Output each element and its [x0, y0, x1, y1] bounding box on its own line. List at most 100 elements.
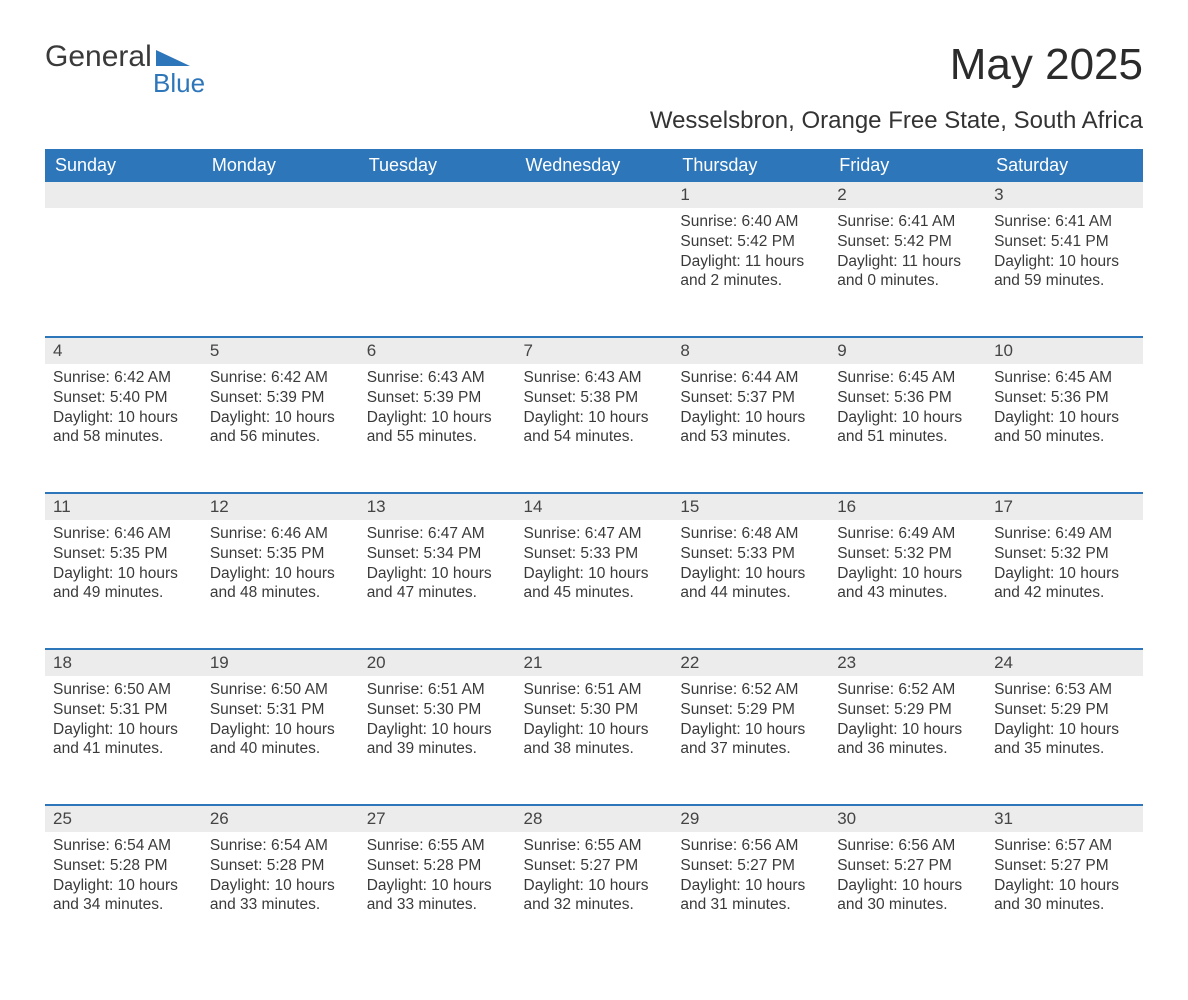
sunset-text: Sunset: 5:29 PM	[837, 700, 978, 720]
sunset-text: Sunset: 5:42 PM	[680, 232, 821, 252]
day-cell: Sunrise: 6:46 AMSunset: 5:35 PMDaylight:…	[202, 520, 359, 648]
day-number-cell: 30	[829, 804, 986, 832]
day-cell: Sunrise: 6:49 AMSunset: 5:32 PMDaylight:…	[829, 520, 986, 648]
day-cell: Sunrise: 6:43 AMSunset: 5:38 PMDaylight:…	[516, 364, 673, 492]
daylight-text: Daylight: 10 hours and 35 minutes.	[994, 720, 1135, 760]
day-cell: Sunrise: 6:45 AMSunset: 5:36 PMDaylight:…	[829, 364, 986, 492]
day-number-cell: 23	[829, 648, 986, 676]
sunrise-text: Sunrise: 6:53 AM	[994, 680, 1135, 700]
sunset-text: Sunset: 5:31 PM	[53, 700, 194, 720]
sunrise-text: Sunrise: 6:45 AM	[994, 368, 1135, 388]
day-cell: Sunrise: 6:41 AMSunset: 5:42 PMDaylight:…	[829, 208, 986, 336]
day-number-cell: 9	[829, 336, 986, 364]
sunrise-text: Sunrise: 6:48 AM	[680, 524, 821, 544]
day-number-cell	[516, 182, 673, 208]
day-number-cell: 6	[359, 336, 516, 364]
sunrise-text: Sunrise: 6:56 AM	[680, 836, 821, 856]
day-number-cell: 8	[672, 336, 829, 364]
daylight-text: Daylight: 10 hours and 34 minutes.	[53, 876, 194, 916]
day-cell: Sunrise: 6:56 AMSunset: 5:27 PMDaylight:…	[672, 832, 829, 960]
daylight-text: Daylight: 10 hours and 53 minutes.	[680, 408, 821, 448]
day-cell: Sunrise: 6:52 AMSunset: 5:29 PMDaylight:…	[672, 676, 829, 804]
daylight-text: Daylight: 10 hours and 31 minutes.	[680, 876, 821, 916]
day-cell: Sunrise: 6:50 AMSunset: 5:31 PMDaylight:…	[45, 676, 202, 804]
day-cell: Sunrise: 6:51 AMSunset: 5:30 PMDaylight:…	[516, 676, 673, 804]
day-cell: Sunrise: 6:47 AMSunset: 5:33 PMDaylight:…	[516, 520, 673, 648]
day-number-cell: 17	[986, 492, 1143, 520]
sunrise-text: Sunrise: 6:43 AM	[367, 368, 508, 388]
daylight-text: Daylight: 10 hours and 54 minutes.	[524, 408, 665, 448]
sunset-text: Sunset: 5:30 PM	[524, 700, 665, 720]
sunrise-text: Sunrise: 6:45 AM	[837, 368, 978, 388]
daylight-text: Daylight: 10 hours and 37 minutes.	[680, 720, 821, 760]
day-number-cell: 7	[516, 336, 673, 364]
sunset-text: Sunset: 5:28 PM	[367, 856, 508, 876]
day-cell	[359, 208, 516, 336]
day-header: Saturday	[986, 149, 1143, 182]
day-cell: Sunrise: 6:48 AMSunset: 5:33 PMDaylight:…	[672, 520, 829, 648]
daylight-text: Daylight: 10 hours and 33 minutes.	[367, 876, 508, 916]
daylight-text: Daylight: 10 hours and 47 minutes.	[367, 564, 508, 604]
sunset-text: Sunset: 5:28 PM	[210, 856, 351, 876]
daylight-text: Daylight: 10 hours and 36 minutes.	[837, 720, 978, 760]
day-header: Friday	[829, 149, 986, 182]
day-number-cell: 15	[672, 492, 829, 520]
sunset-text: Sunset: 5:38 PM	[524, 388, 665, 408]
sunset-text: Sunset: 5:39 PM	[210, 388, 351, 408]
sunset-text: Sunset: 5:27 PM	[994, 856, 1135, 876]
daylight-text: Daylight: 10 hours and 33 minutes.	[210, 876, 351, 916]
day-cell: Sunrise: 6:45 AMSunset: 5:36 PMDaylight:…	[986, 364, 1143, 492]
day-number-cell: 24	[986, 648, 1143, 676]
sunset-text: Sunset: 5:32 PM	[994, 544, 1135, 564]
daylight-text: Daylight: 10 hours and 55 minutes.	[367, 408, 508, 448]
sunrise-text: Sunrise: 6:55 AM	[524, 836, 665, 856]
daylight-text: Daylight: 10 hours and 32 minutes.	[524, 876, 665, 916]
daylight-text: Daylight: 10 hours and 59 minutes.	[994, 252, 1135, 292]
sunrise-text: Sunrise: 6:47 AM	[367, 524, 508, 544]
day-cell: Sunrise: 6:46 AMSunset: 5:35 PMDaylight:…	[45, 520, 202, 648]
daylight-text: Daylight: 10 hours and 43 minutes.	[837, 564, 978, 604]
logo-text-general: General	[45, 40, 152, 74]
daylight-text: Daylight: 10 hours and 50 minutes.	[994, 408, 1135, 448]
day-number-cell: 5	[202, 336, 359, 364]
sunset-text: Sunset: 5:37 PM	[680, 388, 821, 408]
daylight-text: Daylight: 10 hours and 30 minutes.	[994, 876, 1135, 916]
sunset-text: Sunset: 5:35 PM	[210, 544, 351, 564]
sunrise-text: Sunrise: 6:52 AM	[680, 680, 821, 700]
day-number-cell: 2	[829, 182, 986, 208]
day-number-cell: 28	[516, 804, 673, 832]
sunrise-text: Sunrise: 6:55 AM	[367, 836, 508, 856]
day-cell: Sunrise: 6:42 AMSunset: 5:40 PMDaylight:…	[45, 364, 202, 492]
daylight-text: Daylight: 10 hours and 45 minutes.	[524, 564, 665, 604]
sunset-text: Sunset: 5:31 PM	[210, 700, 351, 720]
day-cell: Sunrise: 6:43 AMSunset: 5:39 PMDaylight:…	[359, 364, 516, 492]
daylight-text: Daylight: 10 hours and 58 minutes.	[53, 408, 194, 448]
sunrise-text: Sunrise: 6:50 AM	[210, 680, 351, 700]
sunrise-text: Sunrise: 6:56 AM	[837, 836, 978, 856]
day-cell: Sunrise: 6:55 AMSunset: 5:28 PMDaylight:…	[359, 832, 516, 960]
sunrise-text: Sunrise: 6:46 AM	[210, 524, 351, 544]
day-header: Tuesday	[359, 149, 516, 182]
day-header: Sunday	[45, 149, 202, 182]
sunrise-text: Sunrise: 6:40 AM	[680, 212, 821, 232]
daylight-text: Daylight: 10 hours and 39 minutes.	[367, 720, 508, 760]
sunrise-text: Sunrise: 6:42 AM	[53, 368, 194, 388]
day-number-cell: 12	[202, 492, 359, 520]
sunrise-text: Sunrise: 6:54 AM	[53, 836, 194, 856]
day-cell: Sunrise: 6:53 AMSunset: 5:29 PMDaylight:…	[986, 676, 1143, 804]
day-cell: Sunrise: 6:55 AMSunset: 5:27 PMDaylight:…	[516, 832, 673, 960]
day-number-cell: 26	[202, 804, 359, 832]
day-cell: Sunrise: 6:50 AMSunset: 5:31 PMDaylight:…	[202, 676, 359, 804]
sunset-text: Sunset: 5:35 PM	[53, 544, 194, 564]
sunrise-text: Sunrise: 6:43 AM	[524, 368, 665, 388]
daylight-text: Daylight: 10 hours and 42 minutes.	[994, 564, 1135, 604]
sunrise-text: Sunrise: 6:51 AM	[367, 680, 508, 700]
sunrise-text: Sunrise: 6:41 AM	[837, 212, 978, 232]
sunrise-text: Sunrise: 6:49 AM	[837, 524, 978, 544]
daylight-text: Daylight: 10 hours and 40 minutes.	[210, 720, 351, 760]
day-number-cell: 16	[829, 492, 986, 520]
sunrise-text: Sunrise: 6:44 AM	[680, 368, 821, 388]
sunrise-text: Sunrise: 6:57 AM	[994, 836, 1135, 856]
day-number-cell: 10	[986, 336, 1143, 364]
day-header: Wednesday	[516, 149, 673, 182]
